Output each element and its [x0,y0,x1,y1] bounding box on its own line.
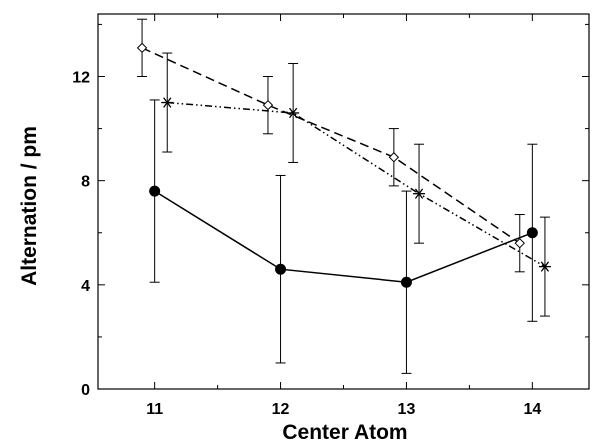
data-point [136,42,148,54]
series-asterisk [161,52,551,317]
data-point [161,97,174,108]
y-tick-label: 8 [81,174,90,191]
series-line [141,47,521,244]
asterisk-stroke [289,107,298,119]
plot-area: 0 4 8 12 11 12 13 14 [72,13,590,418]
data-point [413,188,426,199]
data-point [538,261,551,272]
series-line [167,101,546,268]
y-tick-label: 0 [81,382,90,399]
data-point [287,107,300,119]
data-point [400,276,412,288]
asterisk-stroke [414,188,424,199]
data-point [388,152,400,163]
x-tick-label: 13 [398,401,416,418]
series-open-diamond [136,18,525,273]
y-tick-label: 12 [72,70,90,87]
asterisk-stroke [163,97,172,108]
series-layer [136,18,551,374]
x-tick-label: 11 [146,401,163,418]
y-axis-title: Alternation / pm [18,126,41,286]
x-axis-title: Center Atom [282,421,407,442]
data-point [514,237,525,249]
data-point [526,227,538,239]
x-tick-label: 14 [523,401,541,418]
data-point [149,185,161,197]
x-tick-label: 12 [272,401,290,418]
asterisk-stroke [540,261,550,272]
data-point [262,99,274,111]
series-line [154,190,533,283]
y-tick-label: 4 [81,278,90,295]
series-filled-circle [149,99,538,374]
data-point [275,263,287,275]
